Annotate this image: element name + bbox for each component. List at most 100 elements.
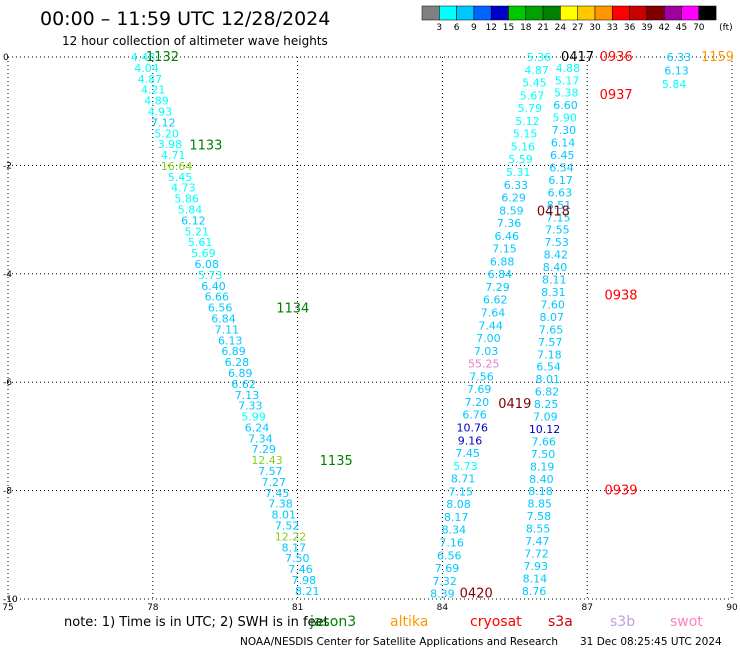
colorbar-swatch [663,5,682,21]
track-value: 5.67 [520,89,545,102]
track-value: 8.07 [540,311,565,324]
colorbar-label: 36 [624,23,636,33]
colorbar-swatch [456,5,475,21]
track-value: 9.16 [458,434,483,447]
colorbar-swatch [525,5,544,21]
track-value: 6.14 [551,137,576,150]
track-value: 7.44 [478,319,503,332]
track-value: 5.84 [662,78,687,91]
track-value: 55.25 [468,358,500,371]
track-value: 8.17 [444,511,469,524]
track-value: 12.43 [251,454,283,467]
track-value: 6.54 [536,361,561,374]
colorbar-swatch [421,5,440,21]
track-value: 8.85 [527,498,552,511]
track-value: 4.93 [148,105,173,118]
x-tick-label: 90 [726,603,738,613]
track-value: 7.15 [449,485,474,498]
track-value: 6.13 [664,65,689,78]
colorbar-label: 42 [658,23,669,33]
x-tick-label: 84 [437,603,449,613]
colorbar-swatch [508,5,527,21]
track-value: 7.56 [469,370,494,383]
pass-label: 1135 [320,454,353,469]
y-tick-label: -6 [3,378,12,388]
track-value: 5.36 [527,51,552,64]
track-value: 8.08 [446,498,471,511]
y-tick-label: 0 [3,53,9,63]
track-value: 6.89 [221,345,246,358]
colorbar-label: 30 [589,23,601,33]
track-value: 7.58 [527,510,552,523]
x-tick-label: 78 [147,603,159,613]
satellite-legend-item: jason3 [309,614,356,630]
track-value: 10.76 [457,421,489,434]
track-value: 6.56 [437,549,462,562]
timestamp: 31 Dec 08:25:45 UTC 2024 [580,636,722,648]
track-value: 3.98 [158,138,183,151]
track-value: 5.59 [508,153,533,166]
colorbar-swatch [681,5,700,21]
track-value: 6.89 [228,367,253,380]
chart-subtitle: 12 hour collection of altimeter wave hei… [62,34,328,48]
track-value: 6.45 [550,149,575,162]
track-value: 5.73 [198,269,223,282]
colorbar-label: 12 [485,23,496,33]
track-value: 5.38 [554,87,579,100]
pass-label: 0419 [498,397,531,412]
track-value: 8.71 [451,473,476,486]
track-value: 7.69 [467,383,492,396]
y-tick-label: -10 [3,595,18,605]
colorbar-label: 3 [436,23,442,33]
colorbar-label: 15 [503,23,514,33]
track-value: 6.17 [548,174,573,187]
credit-line: NOAA/NESDIS Center for Satellite Applica… [240,636,558,648]
colorbar-legend: 3 6 9 12 15 18 21 24 27 30 33 36 39 42 45 70 (ft) [421,5,733,33]
track-value: 8.01 [272,509,297,522]
track-value: 6.62 [231,378,256,391]
track-value: 6.63 [548,186,573,199]
track-value: 5.12 [515,115,540,128]
y-tick-label: -4 [3,270,12,280]
colorbar-swatch [577,5,596,21]
track-value: 6.12 [181,214,206,227]
track-value: 7.16 [439,536,464,549]
track-value: 5.17 [555,74,580,87]
colorbar-label: 24 [555,23,567,33]
track-value: 4.48 [131,51,156,64]
track-value: 7.03 [474,345,499,358]
track-value: 6.33 [667,51,692,64]
track-value: 7.11 [215,323,240,336]
track-value: 7.29 [251,443,276,456]
track-value: 5.79 [517,102,542,115]
track-value: 7.18 [537,348,562,361]
track-value: 7.15 [492,243,517,256]
track-value: 6.66 [205,291,230,304]
track-value: 7.72 [524,548,549,561]
track-value: 4.71 [161,149,186,162]
track-value: 12.22 [275,530,307,543]
colorbar-unit: (ft) [719,23,733,33]
track-value: 6.46 [495,230,520,243]
colorbar-swatch [473,5,492,21]
track-value: 8.59 [499,204,524,217]
track-value: 8.21 [295,585,320,598]
track-value: 6.24 [245,421,270,434]
pass-label: 0420 [460,587,493,602]
track-value: 8.40 [529,473,554,486]
track-value: 8.40 [543,261,568,274]
track-value: 5.45 [522,77,547,90]
colorbar-swatch [646,5,665,21]
track-value: 7.50 [531,448,556,461]
track-value: 6.62 [483,294,508,307]
track-value: 6.76 [462,409,487,422]
track-value: 5.45 [168,171,193,184]
track-value: 7.98 [292,574,317,587]
track-value: 8.55 [526,523,551,536]
track-value: 4.87 [524,64,549,77]
track-value: 7.13 [235,389,260,402]
track-value: 4.21 [141,84,166,97]
track-value: 4.73 [171,182,196,195]
grid [7,56,733,600]
